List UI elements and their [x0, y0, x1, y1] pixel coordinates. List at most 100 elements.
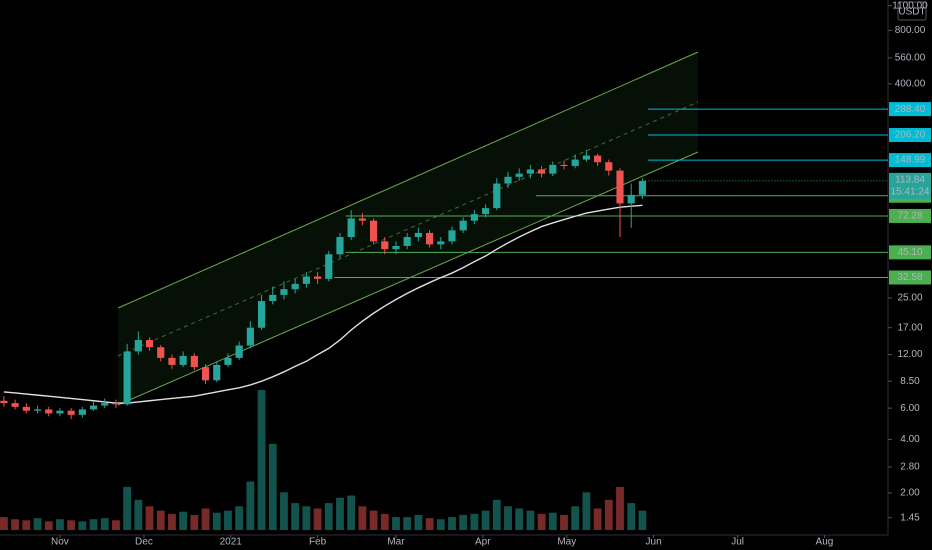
volume-bar — [560, 514, 568, 530]
volume-bar — [123, 486, 132, 530]
volume-bar — [78, 521, 87, 530]
candle-body — [526, 169, 534, 174]
candle-body — [336, 237, 344, 255]
volume-bar — [459, 514, 468, 530]
candle-body — [269, 294, 277, 302]
candle-body — [403, 237, 411, 246]
channel-lower — [117, 151, 699, 406]
volume-bar — [481, 510, 490, 530]
candle-body — [168, 357, 176, 365]
candle-body — [157, 347, 165, 358]
candle-body — [515, 173, 523, 177]
y-tick-label: 2.00 — [900, 488, 920, 499]
candle-body — [33, 409, 42, 411]
volume-bar — [425, 518, 434, 530]
volume-bar — [380, 513, 389, 530]
candle-body — [392, 245, 400, 250]
level-label: 45.10 — [897, 247, 922, 258]
candle-body — [235, 345, 243, 358]
volume-bar — [582, 492, 591, 530]
candle-body — [358, 218, 366, 221]
volume-bar — [0, 517, 8, 530]
candle-body — [145, 339, 154, 348]
level-label-box — [889, 102, 931, 117]
volume-bar — [89, 519, 98, 530]
candle-body — [11, 403, 19, 407]
candle-body — [437, 241, 445, 245]
volume-bar — [492, 499, 501, 530]
candle-body — [22, 406, 30, 411]
quote-box[interactable] — [897, 1, 927, 21]
moving-average — [3, 204, 643, 404]
volume-bar — [436, 519, 445, 530]
volume-bar — [156, 510, 165, 530]
volume-bar — [470, 513, 479, 530]
candle-body — [638, 180, 646, 195]
volume-bar — [504, 506, 512, 530]
level-label: 206.20 — [895, 130, 926, 141]
quote-label[interactable]: USDT — [898, 7, 925, 18]
volume-bar — [33, 518, 42, 530]
candle-body — [560, 164, 568, 167]
y-tick-label: 8.50 — [900, 376, 920, 387]
volume-bar — [190, 514, 199, 530]
y-tick-label: 2.80 — [900, 462, 920, 473]
candle-body — [470, 214, 478, 221]
volume-bar — [627, 503, 636, 530]
volume-bar — [145, 506, 154, 530]
candle-body — [425, 232, 434, 245]
volume-bar — [347, 495, 356, 530]
candle-body — [123, 351, 131, 405]
volume-bar — [67, 520, 76, 530]
candle-body — [78, 409, 86, 415]
volume-bar — [291, 503, 300, 530]
candle-body — [482, 208, 490, 215]
y-tick-label: 400.00 — [895, 78, 926, 89]
volume-bar — [22, 520, 31, 530]
current-price-label: 113.84 — [895, 175, 925, 186]
volume-bar — [324, 503, 333, 530]
x-tick-label: Apr — [475, 537, 491, 548]
x-tick-label: Mar — [387, 537, 405, 548]
volume-bar — [11, 519, 20, 530]
x-tick-label: Dec — [135, 537, 153, 548]
volume-bar — [638, 510, 647, 530]
volume-bar — [369, 510, 378, 530]
y-tick-label: 800.00 — [895, 25, 926, 36]
volume-bar — [44, 521, 53, 530]
candle-body — [45, 409, 53, 414]
candle-body — [291, 283, 299, 290]
volume-bar — [448, 517, 456, 530]
candle-body — [224, 357, 232, 365]
volume-bar — [403, 517, 412, 530]
y-tick-label: 6.00 — [900, 403, 920, 414]
y-tick-label: 12.00 — [897, 349, 922, 360]
level-label-box — [889, 128, 931, 143]
candle-body — [0, 400, 8, 404]
level-label: 288.40 — [895, 104, 926, 115]
volume-bar — [112, 520, 120, 530]
volume-bar — [571, 506, 580, 530]
volume-bar — [268, 443, 277, 530]
candle-body — [369, 220, 378, 242]
channel-mid — [117, 101, 699, 357]
volume-bar — [100, 518, 109, 530]
y-tick-label: 25.00 — [897, 293, 922, 304]
y-tick-label: 4.00 — [900, 434, 920, 445]
volume-bar — [313, 508, 322, 530]
level-label-box — [889, 245, 931, 260]
candle-body — [213, 364, 221, 381]
y-tick-label: 1.45 — [900, 512, 920, 523]
volume-bar — [246, 481, 255, 530]
channel-upper — [117, 51, 699, 309]
candle-body — [414, 232, 422, 238]
candle-body — [325, 254, 333, 279]
volume-bar — [548, 512, 557, 530]
candle-body — [381, 241, 389, 250]
level-label-box — [889, 208, 931, 223]
volume-bar — [257, 390, 266, 530]
candle-body — [459, 220, 467, 231]
